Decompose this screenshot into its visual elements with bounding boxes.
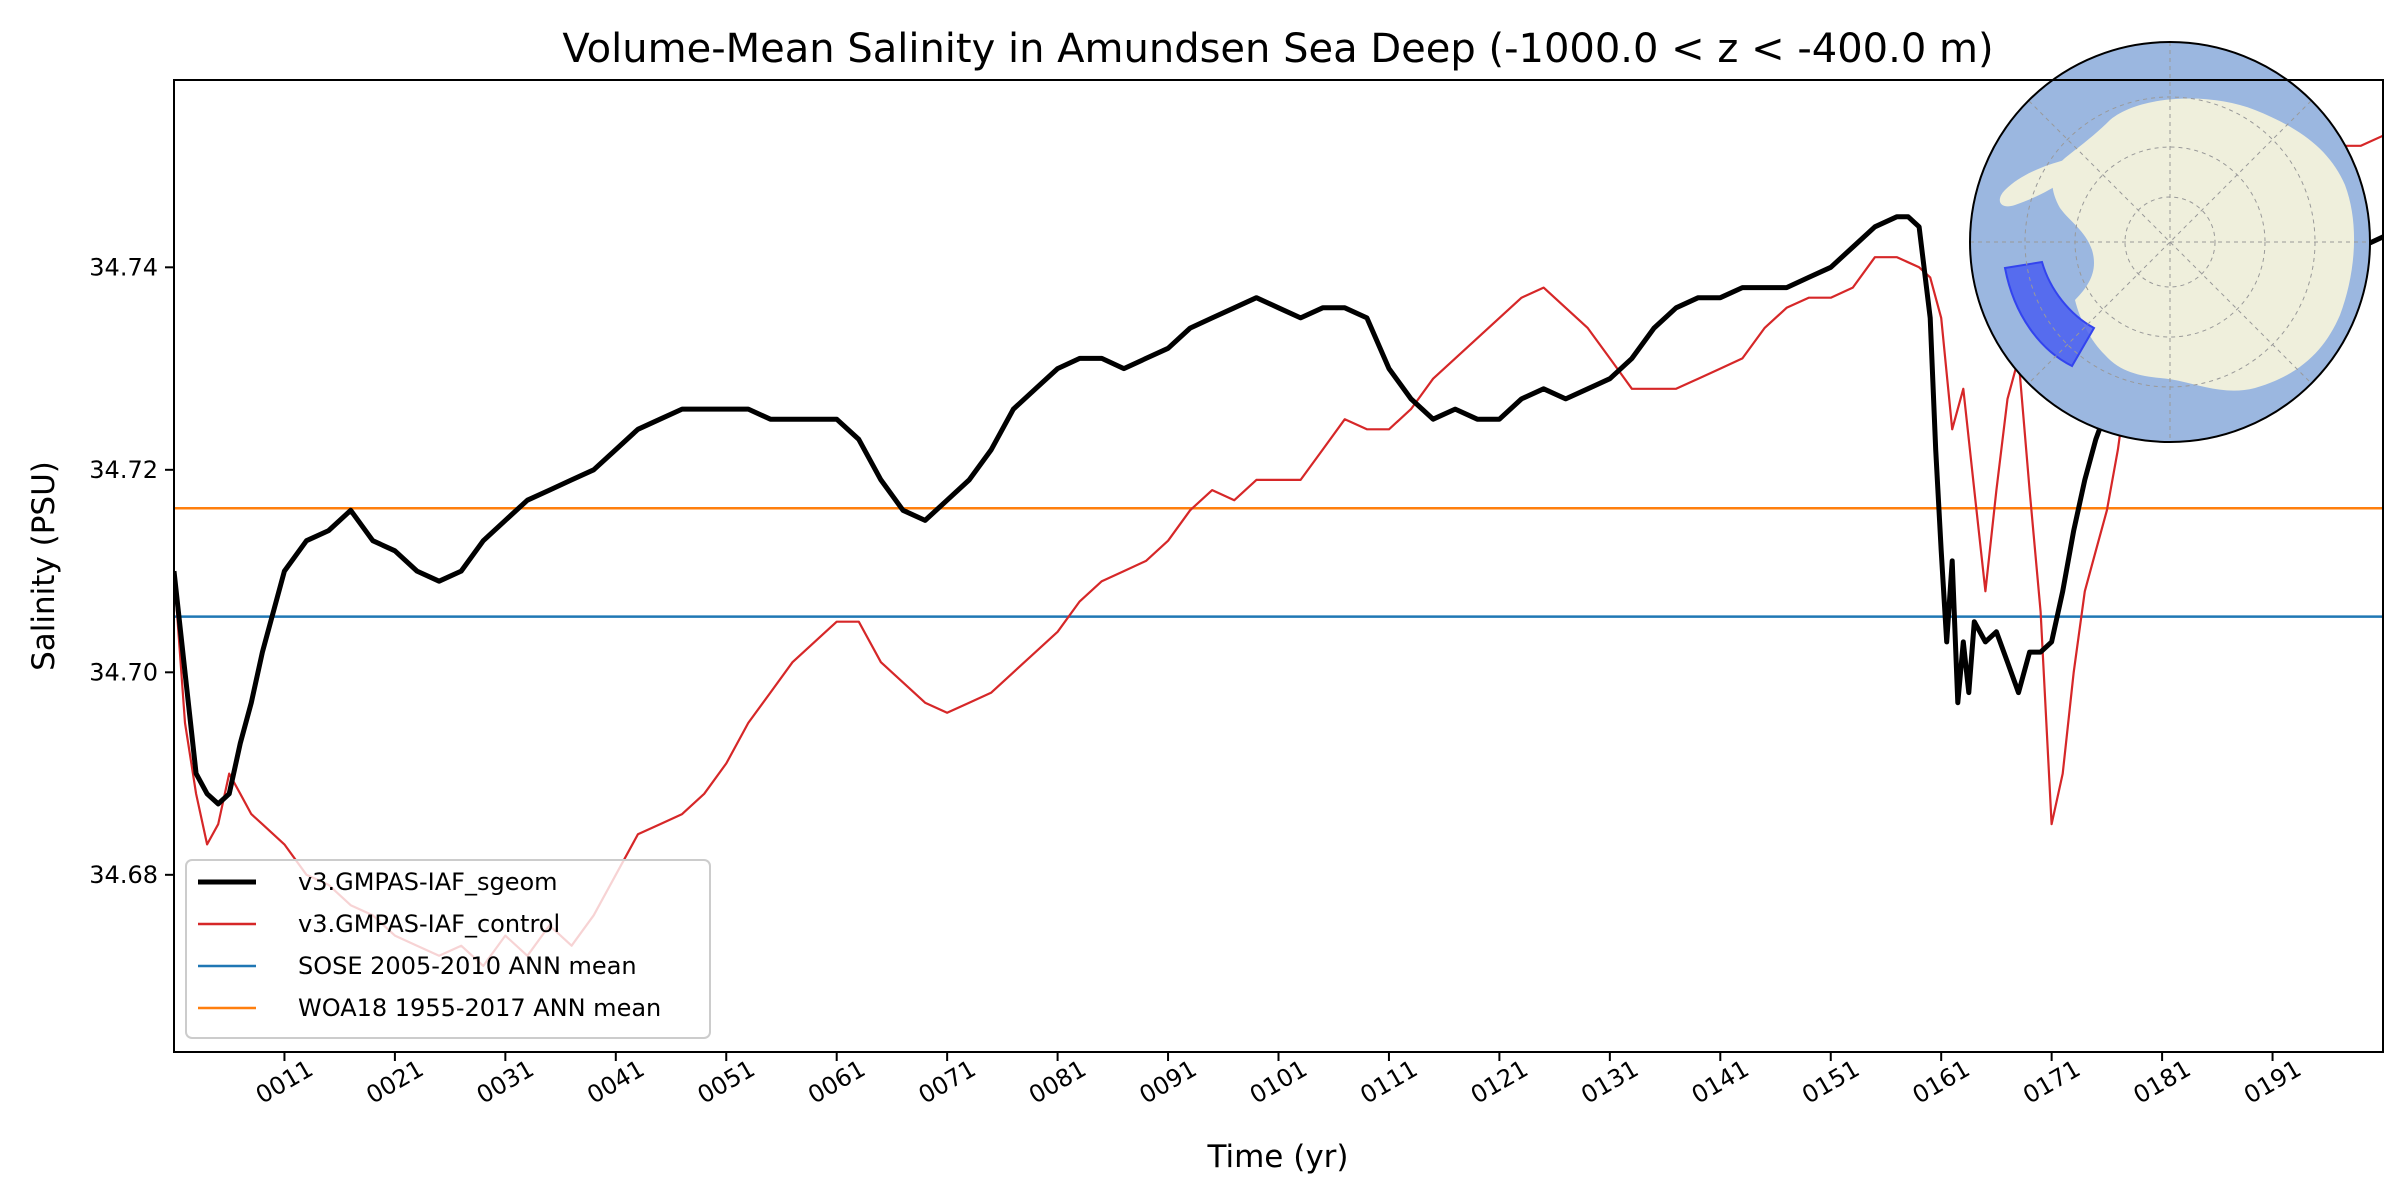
y-tick-label: 34.70 [89,658,158,686]
x-tick-label: 0101 [1245,1055,1312,1110]
y-tick-label: 34.72 [89,456,158,484]
x-tick-label: 0171 [2018,1055,2085,1110]
y-tick-label: 34.74 [89,253,158,281]
x-axis-label: Time (yr) [1207,1139,1349,1175]
x-tick-label: 0121 [1466,1055,1533,1110]
x-tick-label: 0021 [361,1055,428,1110]
x-tick-label: 0091 [1135,1055,1202,1110]
x-tick-label: 0181 [2129,1055,2196,1110]
legend-label-2: SOSE 2005-2010 ANN mean [298,952,637,980]
x-tick-label: 0111 [1356,1055,1423,1110]
x-tick-label: 0141 [1687,1055,1754,1110]
x-tick-label: 0061 [803,1055,870,1110]
x-tick-label: 0041 [582,1055,649,1110]
x-axis: 0011 0021 0031 0041 0051 0061 0071 0081 0091 0101… [251,1052,2306,1109]
x-tick-label: 0081 [1024,1055,1091,1110]
x-tick-label: 0131 [1576,1055,1643,1110]
inset-map-peninsula [1999,160,2065,207]
x-tick-label: 0071 [914,1055,981,1110]
y-axis-label: Salinity (PSU) [26,461,62,671]
legend-box [185,859,711,1039]
legend-label-1: v3.GMPAS-IAF_control [298,910,560,938]
series-line-0 [174,214,2383,807]
inset-map-antarctica [2052,98,2355,391]
legend-label-0: v3.GMPAS-IAF_sgeom [298,868,558,896]
x-tick-label: 0161 [1908,1055,1975,1110]
legend-label-3: WOA18 1955-2017 ANN mean [298,994,661,1022]
inset-locator-map [1969,41,2371,443]
x-tick-label: 0151 [1797,1055,1864,1110]
x-tick-label: 0011 [251,1055,318,1110]
chart-title: Volume-Mean Salinity in Amundsen Sea Dee… [562,26,1993,72]
x-tick-label: 0191 [2239,1055,2306,1110]
inset-map-graticule [1970,42,2370,442]
y-tick-label: 34.68 [89,861,158,889]
legend: v3.GMPAS-IAF_sgeom v3.GMPAS-IAF_control SO… [185,859,711,1039]
y-axis: 34.68 34.70 34.72 34.74 [89,253,174,889]
x-tick-label: 0051 [693,1055,760,1110]
x-tick-label: 0031 [472,1055,539,1110]
